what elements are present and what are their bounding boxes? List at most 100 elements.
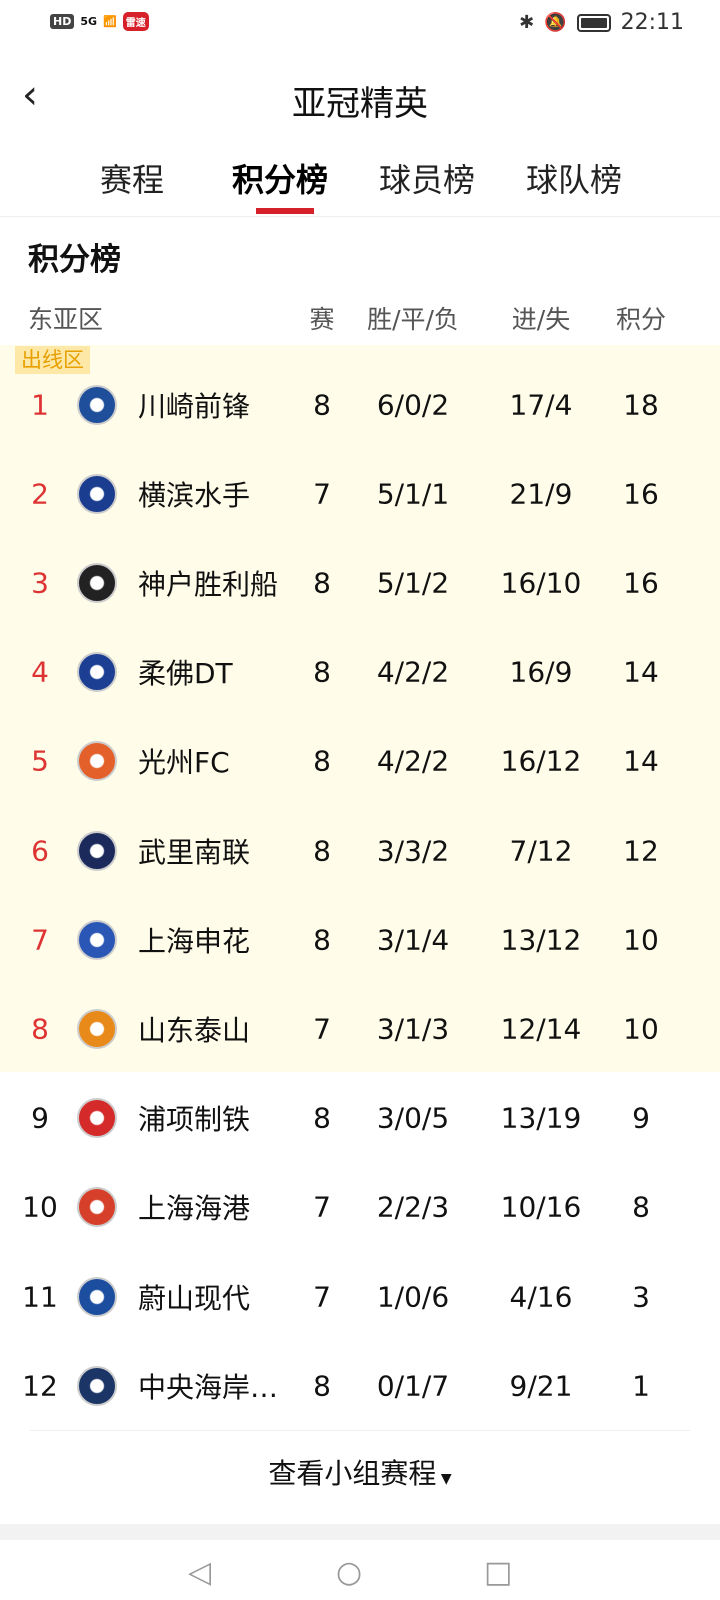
back-button[interactable]: ‹ [22,72,38,118]
active-tab-indicator [256,208,314,214]
rank: 3 [31,566,49,600]
points: 3 [632,1280,650,1313]
team-name[interactable]: 川崎前锋 [138,389,251,423]
wdl: 5/1/1 [376,477,450,511]
tab-players[interactable]: 球员榜 [378,161,476,199]
section-title: 积分榜 [28,242,121,278]
rank: 9 [31,1101,49,1135]
table-row[interactable]: 5 光州FC 8 4/2/2 16/12 14 [0,717,720,806]
col-points: 积分 [615,305,667,334]
played: 8 [313,566,331,600]
bluetooth-icon: ✱ [519,12,535,33]
played: 8 [313,923,331,957]
team-name[interactable]: 中央海岸… [138,1370,279,1404]
status-bar: HD 5G 📶 雷速 ✱ 🔕 22:11 [0,0,720,50]
table-row[interactable]: 8 山东泰山 7 3/1/3 12/14 10 [0,984,720,1073]
played: 7 [313,1190,331,1224]
points: 1 [632,1369,650,1403]
table-row[interactable]: 9 浦项制铁 8 3/0/5 13/19 9 [0,1074,720,1163]
goals: 12/14 [500,1012,582,1046]
goals: 17/4 [509,388,573,421]
rank: 4 [31,655,49,689]
tab-standings[interactable]: 积分榜 [231,161,329,199]
col-goals: 进/失 [511,305,571,334]
rank: 10 [22,1190,58,1224]
goals: 9/21 [509,1369,573,1403]
rank: 11 [22,1280,58,1313]
goals: 21/9 [509,477,573,511]
table-row[interactable]: 12 中央海岸… 8 0/1/7 9/21 1 [0,1341,720,1430]
signal-icon: 5G [80,15,98,28]
divider [30,1430,690,1431]
rank: 6 [31,834,49,867]
caret-down-icon: ▼ [436,1471,452,1487]
played: 8 [313,1369,331,1403]
wdl: 3/1/4 [376,923,450,957]
team-logo-icon [77,562,117,603]
team-name[interactable]: 蔚山现代 [138,1281,251,1315]
team-name[interactable]: 横滨水手 [138,478,251,512]
qualification-zone [0,345,720,1072]
app-badge: 雷速 [122,12,149,31]
rank: 1 [31,388,49,421]
system-nav-bar: ◁ ○ □ [0,1555,720,1600]
team-name[interactable]: 浦项制铁 [138,1103,251,1137]
view-group-schedule-button[interactable]: 查看小组赛程 ▼ [0,1452,720,1492]
table-row[interactable]: 4 柔佛DT 8 4/2/2 16/9 14 [0,628,720,717]
played: 7 [313,477,331,511]
wdl: 3/3/2 [376,834,450,867]
more-label: 查看小组赛程 [268,1457,437,1490]
goals: 13/19 [500,1101,582,1135]
table-row[interactable]: 1 川崎前锋 8 6/0/2 17/4 18 [0,360,720,449]
team-logo-icon [77,1008,117,1049]
rank: 7 [31,923,49,957]
team-logo-icon [77,384,117,425]
played: 8 [313,744,331,778]
team-name[interactable]: 山东泰山 [138,1013,251,1047]
table-row[interactable]: 10 上海海港 7 2/2/3 10/16 8 [0,1163,720,1252]
table-row[interactable]: 6 武里南联 8 3/3/2 7/12 12 [0,806,720,895]
table-row[interactable]: 2 横滨水手 7 5/1/1 21/9 16 [0,449,720,538]
mute-icon: 🔕 [544,12,567,33]
played: 8 [313,388,331,421]
team-name[interactable]: 上海海港 [138,1192,251,1226]
tab-schedule[interactable]: 赛程 [99,161,165,199]
team-name[interactable]: 上海申花 [138,924,251,958]
team-name[interactable]: 柔佛DT [138,657,233,691]
nav-back-icon[interactable]: ◁ [188,1555,212,1590]
team-name[interactable]: 光州FC [138,746,230,780]
points: 16 [623,477,659,511]
points: 14 [623,744,659,778]
nav-recent-icon[interactable]: □ [484,1555,513,1590]
points: 12 [623,834,659,867]
clock: 22:11 [620,10,684,35]
table-row[interactable]: 11 蔚山现代 7 1/0/6 4/16 3 [0,1252,720,1341]
tab-bar: 赛程 积分榜 球员榜 球队榜 [0,155,720,215]
wifi-icon: 📶 [103,15,117,28]
table-row[interactable]: 7 上海申花 8 3/1/4 13/12 10 [0,895,720,984]
rank: 2 [31,477,49,511]
wdl: 5/1/2 [376,566,450,600]
played: 8 [313,1101,331,1135]
table-header: 东亚区 赛 胜/平/负 进/失 积分 [0,300,720,336]
rank: 12 [22,1369,58,1403]
team-name[interactable]: 武里南联 [138,835,251,869]
wdl: 4/2/2 [376,655,450,689]
goals: 7/12 [509,834,573,867]
team-name[interactable]: 神户胜利船 [138,567,279,601]
wdl: 2/2/3 [376,1190,450,1224]
zone-label: 出线区 [15,346,90,374]
team-logo-icon [77,1187,117,1228]
wdl: 3/1/3 [376,1012,450,1046]
goals: 16/9 [509,655,573,689]
points: 16 [623,566,659,600]
points: 8 [632,1190,650,1224]
goals: 16/10 [500,566,582,600]
goals: 13/12 [500,923,582,957]
tab-teams[interactable]: 球队榜 [525,161,623,199]
nav-home-icon[interactable]: ○ [336,1555,363,1590]
table-row[interactable]: 3 神户胜利船 8 5/1/2 16/10 16 [0,538,720,627]
goals: 10/16 [500,1190,582,1224]
wdl: 4/2/2 [376,744,450,778]
team-logo-icon [77,473,117,514]
